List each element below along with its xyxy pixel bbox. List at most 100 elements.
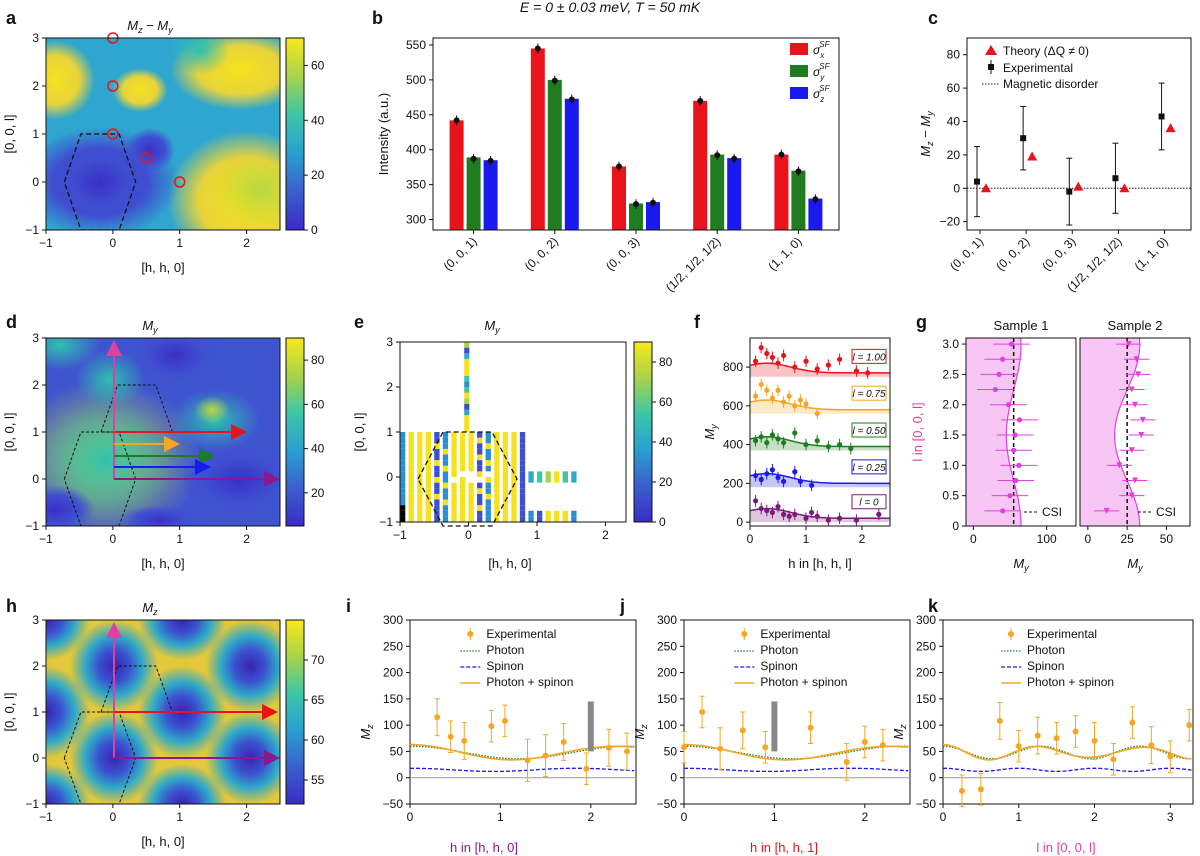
panel-e-cell — [442, 432, 449, 438]
panel-e-cell — [400, 465, 406, 472]
panel-i-xtick-label: 1 — [497, 810, 504, 824]
panel-f-point — [803, 441, 809, 448]
panel-g-fit-line — [1005, 337, 1022, 526]
panel-e-cell — [408, 505, 414, 511]
panel-e-cell — [425, 510, 431, 517]
panel-f-point — [769, 395, 776, 401]
panel-e-cell — [451, 443, 457, 449]
panel-e-cell — [502, 499, 509, 506]
panel-j-ytick-label: 50 — [664, 744, 678, 758]
panel-d-cbar-label: 60 — [311, 397, 325, 411]
panel-f-point — [814, 366, 820, 372]
panel-h-ytick-label: 0 — [32, 751, 39, 765]
panel-e-cell — [485, 437, 491, 444]
panel-f-fill — [750, 473, 890, 488]
panel-e-cell — [451, 482, 457, 489]
panel-d-xtick-label: 2 — [243, 532, 250, 546]
panel-e-cbar-label: 80 — [659, 355, 673, 369]
panel-k-legend-label: Experimental — [1027, 627, 1097, 641]
panel-j-ytick-label: 100 — [657, 718, 677, 732]
panel-e-cell — [554, 477, 560, 483]
panel-e-cell — [468, 505, 474, 511]
panel-e-cell — [425, 437, 431, 444]
panel-e-cell — [417, 510, 423, 517]
panel-i-exp-point — [560, 738, 567, 745]
panel-e-cell — [417, 437, 423, 444]
panel-e-cell — [400, 443, 406, 449]
panel-e-cell — [519, 510, 526, 517]
panel-d-xtick-label: 1 — [176, 532, 183, 546]
panel-label-h: h — [6, 596, 17, 616]
panel-e-cell — [459, 432, 466, 438]
panel-j-total-line — [684, 743, 909, 761]
panel-e-cell — [468, 477, 474, 483]
panel-e-cell — [451, 505, 457, 511]
panel-j-plot: 0 1 2−50050100150200250300MzExperimentalPh… — [632, 613, 911, 824]
panel-e-cell — [442, 477, 449, 483]
panel-e-cell — [434, 448, 440, 455]
panel-h-ytick-label: −1 — [25, 797, 39, 811]
panel-e-cell — [477, 443, 483, 449]
panel-b-marker — [795, 168, 802, 175]
panel-j-gap-bar — [771, 701, 778, 752]
panel-b-bar — [710, 154, 725, 230]
panel-j-exp-point — [717, 745, 724, 752]
panel-e-cell — [519, 488, 526, 494]
panel-k-ytick-label: −50 — [916, 797, 937, 811]
panel-e-cell — [464, 353, 470, 359]
panel-f-point — [758, 505, 764, 512]
panel-b-ytick-label: 550 — [406, 38, 426, 52]
panel-e-cell — [408, 460, 414, 466]
panel-e-cell — [502, 482, 509, 489]
panel-c-legend-theory: Theory (ΔQ ≠ 0) — [1003, 44, 1089, 58]
panel-f-point — [853, 517, 860, 523]
panel-e-cell — [511, 499, 517, 506]
panel-k-exp-point — [1034, 732, 1041, 739]
panel-e-cell — [485, 505, 491, 511]
panel-g-point — [1138, 432, 1145, 439]
panel-d-cbar-label: 80 — [311, 353, 325, 367]
panel-g-point — [1007, 493, 1013, 499]
panel-e-cell — [494, 510, 500, 517]
panel-e-cell — [451, 499, 457, 506]
panel-e-cell — [464, 415, 470, 421]
panel-e-cell — [464, 358, 470, 365]
panel-f-point — [786, 513, 792, 519]
panel-d-arrows — [106, 340, 280, 487]
panel-g-point — [1013, 477, 1019, 484]
panel-b-xtick-label: (1/2, 1/2, 1/2) — [663, 234, 723, 294]
panel-c-legend-exp: Experimental — [1003, 61, 1073, 75]
panel-e-cbar-label: 0 — [659, 515, 666, 529]
panel-g-ytick-label: 2.5 — [942, 367, 959, 381]
panel-g-point — [1116, 462, 1123, 469]
panel-e-cell — [519, 437, 526, 444]
panel-b-legend-label: σzSF — [813, 84, 831, 104]
panel-h-ylabel: [0, 0, l] — [2, 692, 17, 731]
panel-e-cell — [400, 482, 406, 489]
panel-f-tag: l = 0 — [859, 498, 879, 509]
panel-b-bar — [774, 154, 789, 230]
panel-e-cell — [545, 516, 551, 522]
panel-a-xtick-label: 0 — [110, 236, 117, 250]
panel-k-exp-point — [1053, 735, 1060, 742]
panel-e-cell — [528, 510, 534, 517]
panel-d-xtick-label: −1 — [39, 532, 53, 546]
panel-i-ytick-label: 0 — [396, 771, 403, 785]
panel-g-band — [1080, 338, 1140, 526]
panel-a-ytick-label: −1 — [25, 223, 39, 237]
panel-e-cell — [408, 471, 414, 477]
panel-h-xtick-label: 2 — [243, 810, 250, 824]
panel-k-exp-point — [1148, 742, 1155, 749]
panel-e-cell — [519, 516, 526, 522]
panel-e-cell — [400, 510, 406, 517]
panel-e-cell — [442, 482, 449, 489]
panel-e-cell — [464, 420, 470, 427]
panel-f-point — [769, 354, 776, 360]
panel-i-xlabel: h in [h, h, 0] — [450, 840, 518, 855]
panel-f-point — [803, 515, 809, 521]
panel-f-point — [809, 482, 815, 488]
panel-e-cell — [459, 437, 466, 444]
panel-f-point — [792, 469, 798, 475]
panel-c-ylabel: Mz − My — [918, 111, 935, 157]
panel-f-point — [764, 350, 770, 357]
